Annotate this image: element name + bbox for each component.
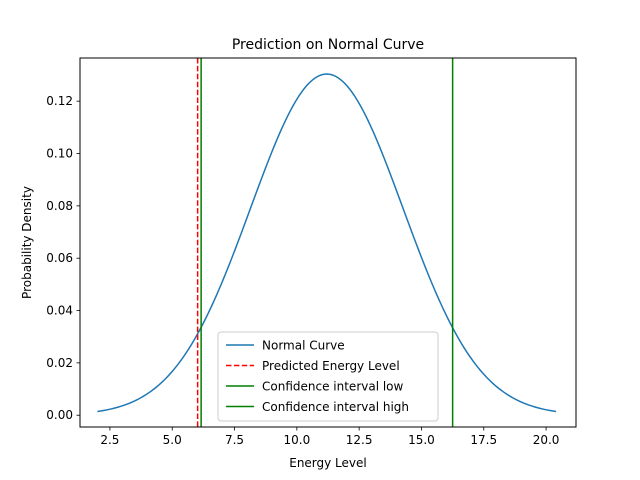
x-tick-label: 15.0 — [408, 433, 435, 447]
legend-box — [217, 331, 439, 422]
x-tick-label: 10.0 — [283, 433, 310, 447]
plot-layer — [97, 58, 557, 427]
y-tick-label: 0.06 — [46, 251, 73, 265]
legend-label: Normal Curve — [262, 339, 345, 353]
series-line-normal-curve — [97, 73, 557, 413]
legend-label: Confidence interval high — [262, 400, 409, 414]
y-tick-label: 0.10 — [46, 147, 73, 161]
x-tick-label: 17.5 — [470, 433, 497, 447]
y-tick-label: 0.04 — [46, 304, 73, 318]
legend-label: Confidence interval low — [262, 380, 404, 394]
x-tick-label: 7.5 — [225, 433, 244, 447]
y-tick-label: 0.00 — [46, 408, 73, 422]
y-tick-label: 0.08 — [46, 199, 73, 213]
plot-frame — [79, 57, 577, 428]
legend-label: Predicted Energy Level — [262, 359, 400, 373]
x-tick-label: 12.5 — [346, 433, 373, 447]
legend: Normal Curve Predicted Energy Level Confid… — [217, 331, 439, 422]
x-axis-label: Energy Level — [289, 456, 367, 470]
y-tick-label: 0.12 — [46, 94, 73, 108]
y-tick-label: 0.02 — [46, 356, 73, 370]
x-tick-label: 2.5 — [100, 433, 119, 447]
y-axis-label: Probability Density — [20, 186, 34, 299]
ticks-layer: 2.5 5.0 7.5 10.0 12.5 15.0 17.5 20.0 0.00 0.02 0.0… — [46, 94, 559, 447]
chart-title: Prediction on Normal Curve — [232, 37, 424, 53]
x-tick-label: 20.0 — [533, 433, 560, 447]
x-tick-label: 5.0 — [163, 433, 182, 447]
